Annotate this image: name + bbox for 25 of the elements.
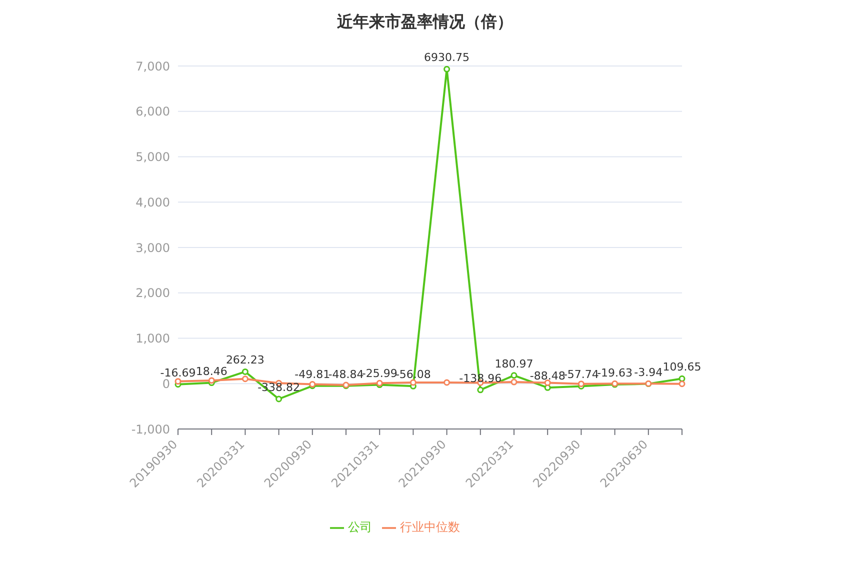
legend-label: 公司 xyxy=(348,520,372,534)
y-tick-label: 2,000 xyxy=(136,286,170,300)
legend-label: 行业中位数 xyxy=(400,520,460,534)
y-tick-label: 3,000 xyxy=(136,240,170,255)
data-label: 109.65 xyxy=(662,360,702,374)
y-tick-label: 0 xyxy=(162,376,170,391)
data-label: 6930.75 xyxy=(424,51,470,64)
data-label: 262.23 xyxy=(226,354,264,367)
data-label: -49.81 xyxy=(294,368,330,381)
data-label: -88.48 xyxy=(530,370,566,383)
data-label: 180.97 xyxy=(494,357,534,370)
y-tick-label: 1,000 xyxy=(136,332,170,346)
data-label: -19.63 xyxy=(597,366,633,380)
y-tick-label: 7,000 xyxy=(136,59,170,74)
data-label: -57.74 xyxy=(563,368,599,382)
y-tick-label: 6,000 xyxy=(136,104,170,119)
y-tick-label: 4,000 xyxy=(136,195,170,210)
y-tick-label: 5,000 xyxy=(136,150,170,164)
data-label: -3.94 xyxy=(634,366,663,379)
data-label: -16.69 xyxy=(160,366,196,380)
chart-title: 近年来市盈率情况（倍） xyxy=(336,11,514,33)
data-label: -25.99 xyxy=(362,366,398,380)
data-label: -48.84 xyxy=(328,368,364,381)
y-tick-label: -1,000 xyxy=(131,422,170,436)
data-label: 18.46 xyxy=(196,364,228,378)
